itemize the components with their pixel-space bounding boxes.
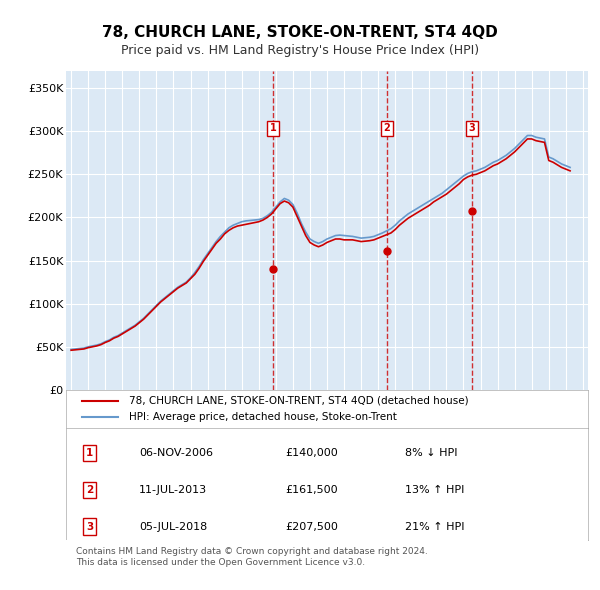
Text: 1: 1	[270, 123, 277, 133]
Text: £207,500: £207,500	[285, 522, 338, 532]
Text: 11-JUL-2013: 11-JUL-2013	[139, 484, 207, 494]
Text: 13% ↑ HPI: 13% ↑ HPI	[406, 484, 464, 494]
Text: 3: 3	[86, 522, 93, 532]
Text: 2: 2	[383, 123, 391, 133]
Text: 3: 3	[469, 123, 476, 133]
Text: 78, CHURCH LANE, STOKE-ON-TRENT, ST4 4QD: 78, CHURCH LANE, STOKE-ON-TRENT, ST4 4QD	[102, 25, 498, 40]
Text: £161,500: £161,500	[285, 484, 338, 494]
Text: 1: 1	[86, 448, 93, 458]
Text: 78, CHURCH LANE, STOKE-ON-TRENT, ST4 4QD (detached house): 78, CHURCH LANE, STOKE-ON-TRENT, ST4 4QD…	[128, 396, 468, 406]
Text: 2: 2	[86, 484, 93, 494]
Text: 8% ↓ HPI: 8% ↓ HPI	[406, 448, 458, 458]
Text: Price paid vs. HM Land Registry's House Price Index (HPI): Price paid vs. HM Land Registry's House …	[121, 44, 479, 57]
Text: 21% ↑ HPI: 21% ↑ HPI	[406, 522, 465, 532]
Text: 06-NOV-2006: 06-NOV-2006	[139, 448, 213, 458]
Text: Contains HM Land Registry data © Crown copyright and database right 2024.
This d: Contains HM Land Registry data © Crown c…	[76, 548, 428, 567]
Text: 05-JUL-2018: 05-JUL-2018	[139, 522, 208, 532]
Text: £140,000: £140,000	[285, 448, 338, 458]
Text: HPI: Average price, detached house, Stoke-on-Trent: HPI: Average price, detached house, Stok…	[128, 412, 397, 422]
